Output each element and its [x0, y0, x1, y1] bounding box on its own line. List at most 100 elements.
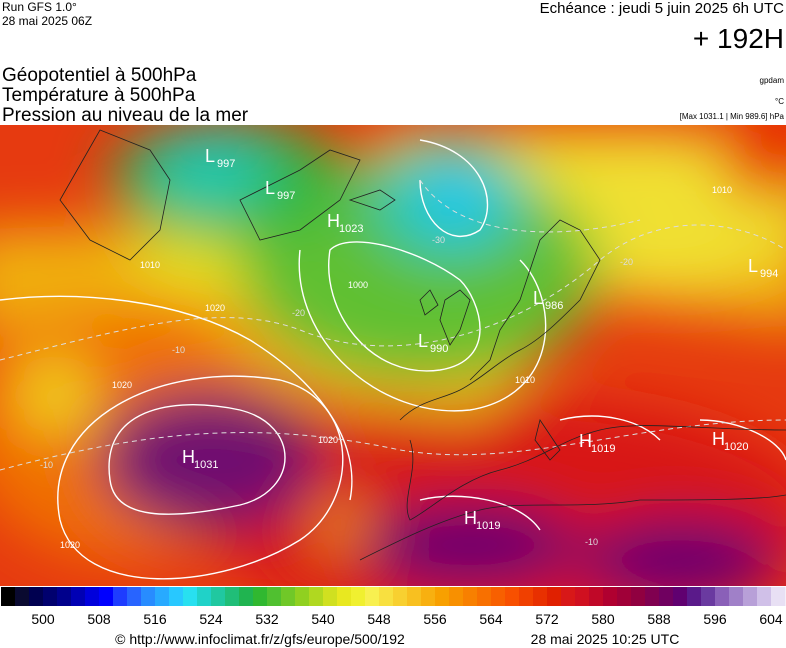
colorbar-tick-label: 508 — [87, 611, 111, 627]
colorbar-tick-label: 572 — [535, 611, 559, 627]
colorbar-swatch — [687, 587, 702, 606]
colorbar-swatch — [603, 587, 618, 606]
colorbar-swatch — [673, 587, 688, 606]
colorbar: 500 508 516 524 532 540 548 556 564 572 580 588 596 6… — [1, 587, 786, 627]
unit-temperature: °C — [775, 97, 784, 106]
colorbar-swatch — [729, 587, 744, 606]
colorbar-swatch — [1, 587, 16, 606]
colorbar-swatch — [617, 587, 632, 606]
colorbar-swatch — [421, 587, 436, 606]
center-value: 990 — [430, 343, 448, 355]
unit-geopotential: gpdam — [760, 76, 785, 85]
colorbar-swatch — [99, 587, 114, 606]
colorbar-swatch — [519, 587, 534, 606]
center-value: 1019 — [591, 443, 615, 455]
center-value: 986 — [545, 300, 563, 312]
colorbar-swatch — [505, 587, 520, 606]
colorbar-swatch — [57, 587, 72, 606]
colorbar-swatch — [379, 587, 394, 606]
colorbar-swatch — [463, 587, 478, 606]
colorbar-swatch — [659, 587, 674, 606]
colorbar-swatch — [365, 587, 380, 606]
colorbar-swatch — [491, 587, 506, 606]
contour-label: -30 — [432, 235, 445, 245]
center-value: 994 — [760, 268, 778, 280]
colorbar-swatch — [771, 587, 786, 606]
colorbar-swatch — [715, 587, 730, 606]
colorbar-swatch — [449, 587, 464, 606]
colorbar-swatch — [29, 587, 44, 606]
center-letter: H — [579, 431, 592, 451]
title-3: Pression au niveau de la mer — [2, 105, 249, 126]
colorbar-swatch — [15, 587, 30, 606]
run-date: 28 mai 2025 06Z — [2, 14, 92, 28]
colorbar-swatch — [561, 587, 576, 606]
colorbar-swatch — [71, 587, 86, 606]
contour-label: -10 — [172, 345, 185, 355]
contour-label: -10 — [40, 460, 53, 470]
contour-label: 1020 — [60, 540, 80, 550]
colorbar-swatch — [197, 587, 212, 606]
colorbar-swatch — [757, 587, 772, 606]
colorbar-swatch — [211, 587, 226, 606]
center-value: 1031 — [194, 459, 218, 471]
colorbar-swatch — [701, 587, 716, 606]
center-letter: L — [205, 146, 215, 166]
colorbar-tick-label: 540 — [311, 611, 335, 627]
colorbar-tick-label: 532 — [255, 611, 279, 627]
colorbar-swatch — [743, 587, 758, 606]
contour-label: -20 — [292, 308, 305, 318]
colorbar-swatch — [393, 587, 408, 606]
contour-label: 1010 — [712, 185, 732, 195]
center-value: 1019 — [476, 520, 500, 532]
colorbar-swatch — [85, 587, 100, 606]
source-url: © http://www.infoclimat.fr/z/gfs/europe/… — [115, 631, 405, 647]
colorbar-tick-label: 604 — [759, 611, 783, 627]
center-value: 1023 — [339, 223, 363, 235]
colorbar-swatch — [267, 587, 282, 606]
center-value: 997 — [277, 190, 295, 202]
colorbar-swatch — [547, 587, 562, 606]
colorbar-swatch — [631, 587, 646, 606]
contour-label: -20 — [620, 257, 633, 267]
contour-label: 1000 — [348, 280, 368, 290]
center-letter: H — [464, 508, 477, 528]
colorbar-swatch — [43, 587, 58, 606]
colorbar-swatch — [239, 587, 254, 606]
title-2: Température à 500hPa — [2, 85, 196, 106]
colorbar-swatch — [323, 587, 338, 606]
colorbar-swatch — [589, 587, 604, 606]
center-letter: L — [533, 288, 543, 308]
colorbar-swatch — [407, 587, 422, 606]
center-letter: L — [265, 178, 275, 198]
title-1: Géopotentiel à 500hPa — [2, 65, 197, 86]
colorbar-swatch — [113, 587, 128, 606]
center-value: 1020 — [724, 441, 748, 453]
colorbar-tick-label: 564 — [479, 611, 503, 627]
isobars — [0, 139, 786, 580]
colorbar-swatch — [533, 587, 548, 606]
contour-label: 1010 — [140, 260, 160, 270]
colorbar-swatch — [183, 587, 198, 606]
colorbar-swatch — [477, 587, 492, 606]
colorbar-swatch — [281, 587, 296, 606]
center-letter: H — [327, 211, 340, 231]
colorbar-swatch — [155, 587, 170, 606]
contour-label: 1010 — [515, 375, 535, 385]
contour-label: 1020 — [112, 380, 132, 390]
contour-label: 1020 — [205, 303, 225, 313]
colorbar-tick-label: 556 — [423, 611, 447, 627]
center-letter: H — [182, 447, 195, 467]
colorbar-tick-label: 588 — [647, 611, 671, 627]
generated-time: 28 mai 2025 10:25 UTC — [531, 631, 680, 647]
center-letter: L — [748, 256, 758, 276]
colorbar-swatch — [295, 587, 310, 606]
colorbar-swatch — [141, 587, 156, 606]
colorbar-tick-label: 500 — [31, 611, 55, 627]
colorbar-tick-label: 516 — [143, 611, 167, 627]
colorbar-swatch — [253, 587, 268, 606]
contour-label: 1020 — [318, 435, 338, 445]
colorbar-swatch — [435, 587, 450, 606]
